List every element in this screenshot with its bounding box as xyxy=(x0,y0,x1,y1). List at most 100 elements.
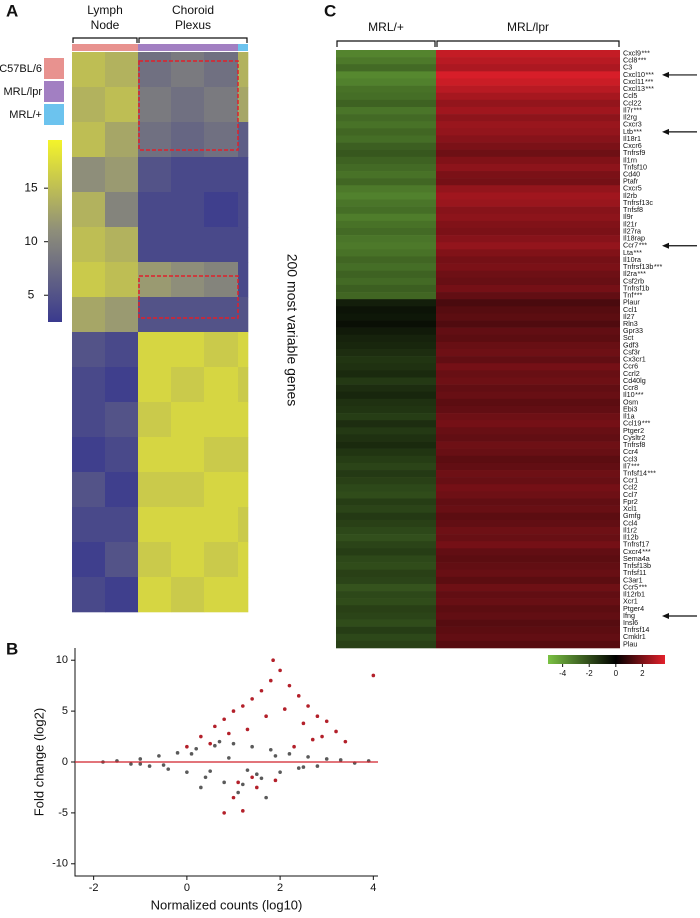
heatmap-cell xyxy=(336,156,436,165)
heatmap-cell xyxy=(138,122,172,158)
gene-label: Ccr8 xyxy=(623,383,638,392)
gene-label: Gdf3 xyxy=(623,340,639,349)
highlight-box xyxy=(138,60,239,151)
point xyxy=(138,757,143,761)
heatmap-cell xyxy=(336,99,436,108)
heatmap-cell xyxy=(138,157,172,193)
arrow-head xyxy=(662,242,669,249)
point xyxy=(264,795,268,800)
heatmap-cell xyxy=(105,52,139,88)
point xyxy=(301,721,306,726)
heatmap-cell xyxy=(336,199,436,207)
heatmap-cell xyxy=(336,541,436,549)
heatmap-cell xyxy=(105,157,139,193)
point xyxy=(185,744,189,749)
point xyxy=(268,678,273,683)
heatmap-cell xyxy=(336,420,436,428)
heatmap-cell xyxy=(436,434,620,442)
point xyxy=(320,734,324,739)
y-tick-label: 5 xyxy=(62,705,68,717)
heatmap-cell xyxy=(72,192,106,228)
heatmap-cell xyxy=(436,605,620,613)
point xyxy=(268,747,273,752)
arrow-head xyxy=(662,128,669,135)
heatmap-cell xyxy=(436,441,620,449)
point xyxy=(222,717,226,722)
heatmap-cell xyxy=(436,327,620,336)
heatmap-cell xyxy=(336,277,436,286)
heatmap-cell xyxy=(336,356,436,364)
point xyxy=(241,782,245,787)
gene-label: Csf2rb xyxy=(623,276,644,285)
heatmap-cell xyxy=(436,519,620,528)
gene-label: Cd40 xyxy=(623,169,640,178)
heatmap-cell xyxy=(436,555,620,563)
colorbar xyxy=(548,655,665,664)
significance-mark: *** xyxy=(641,48,650,57)
heatmap-cell xyxy=(336,292,436,300)
gene-label: Cd40lg xyxy=(623,376,646,385)
heatmap-cell xyxy=(72,227,106,263)
heatmap-cell xyxy=(436,405,620,414)
x-tick-label: 0 xyxy=(184,882,190,894)
heatmap-cell xyxy=(336,57,436,65)
heatmap-cell xyxy=(336,548,436,556)
gene-label: Tnfsf11 xyxy=(623,568,646,577)
point xyxy=(273,778,278,783)
gene-label: Il27 xyxy=(623,312,635,321)
point xyxy=(208,769,212,773)
bracket xyxy=(72,37,138,43)
heatmap-cell xyxy=(171,507,205,543)
gene-label: Il2ra xyxy=(623,269,637,278)
heatmap-cell xyxy=(238,227,249,263)
point xyxy=(231,709,236,713)
heatmap-cell xyxy=(436,462,620,471)
heatmap-cell xyxy=(138,507,172,543)
point xyxy=(315,764,320,768)
heatmap-cell xyxy=(436,356,620,364)
heatmap-cell xyxy=(336,619,436,627)
heatmap-cell xyxy=(138,297,172,333)
gene-label: Cxcl13 xyxy=(623,84,645,93)
heatmap-cell xyxy=(436,185,620,193)
gene-label: Fpr2 xyxy=(623,497,638,506)
point xyxy=(338,758,343,762)
heatmap-cell xyxy=(204,507,239,543)
heatmap-cell xyxy=(138,87,172,123)
heatmap-cell xyxy=(436,512,620,521)
point xyxy=(282,707,287,711)
gene-label: Plaur xyxy=(623,298,640,307)
heatmap-cell xyxy=(336,498,436,506)
heatmap-cell xyxy=(436,341,620,350)
arrow-head xyxy=(662,71,669,78)
heatmap-cell xyxy=(336,121,436,129)
heatmap-cell xyxy=(238,437,249,473)
heatmap-cell xyxy=(336,235,436,243)
heatmap-cell xyxy=(336,92,436,101)
heatmap-cell xyxy=(171,402,205,438)
heatmap-cell xyxy=(336,341,436,350)
heatmap-cell xyxy=(336,327,436,336)
heatmap-cell xyxy=(336,128,436,136)
gene-label: Tnf xyxy=(623,291,633,300)
point xyxy=(287,683,292,688)
heatmap-cell xyxy=(105,332,139,368)
gene-label: Ebi3 xyxy=(623,404,637,413)
heatmap-cell xyxy=(436,306,620,314)
heatmap-cell xyxy=(105,87,139,123)
heatmap-cell xyxy=(336,242,436,250)
point xyxy=(301,765,306,769)
heatmap-cell xyxy=(436,541,620,549)
point xyxy=(273,754,278,758)
sample-strip xyxy=(238,44,248,51)
heatmap-cell xyxy=(436,420,620,428)
point xyxy=(254,772,259,777)
gene-label: Gmfg xyxy=(623,511,641,520)
colorbar-tick-label: 15 xyxy=(24,180,38,194)
heatmap-cell xyxy=(336,78,436,86)
heatmap-cell xyxy=(336,320,436,328)
gene-label: Cxcr6 xyxy=(623,141,642,150)
gene-label: Plau xyxy=(623,639,637,648)
heatmap-cell xyxy=(436,142,620,150)
heatmap-cell xyxy=(238,472,249,508)
